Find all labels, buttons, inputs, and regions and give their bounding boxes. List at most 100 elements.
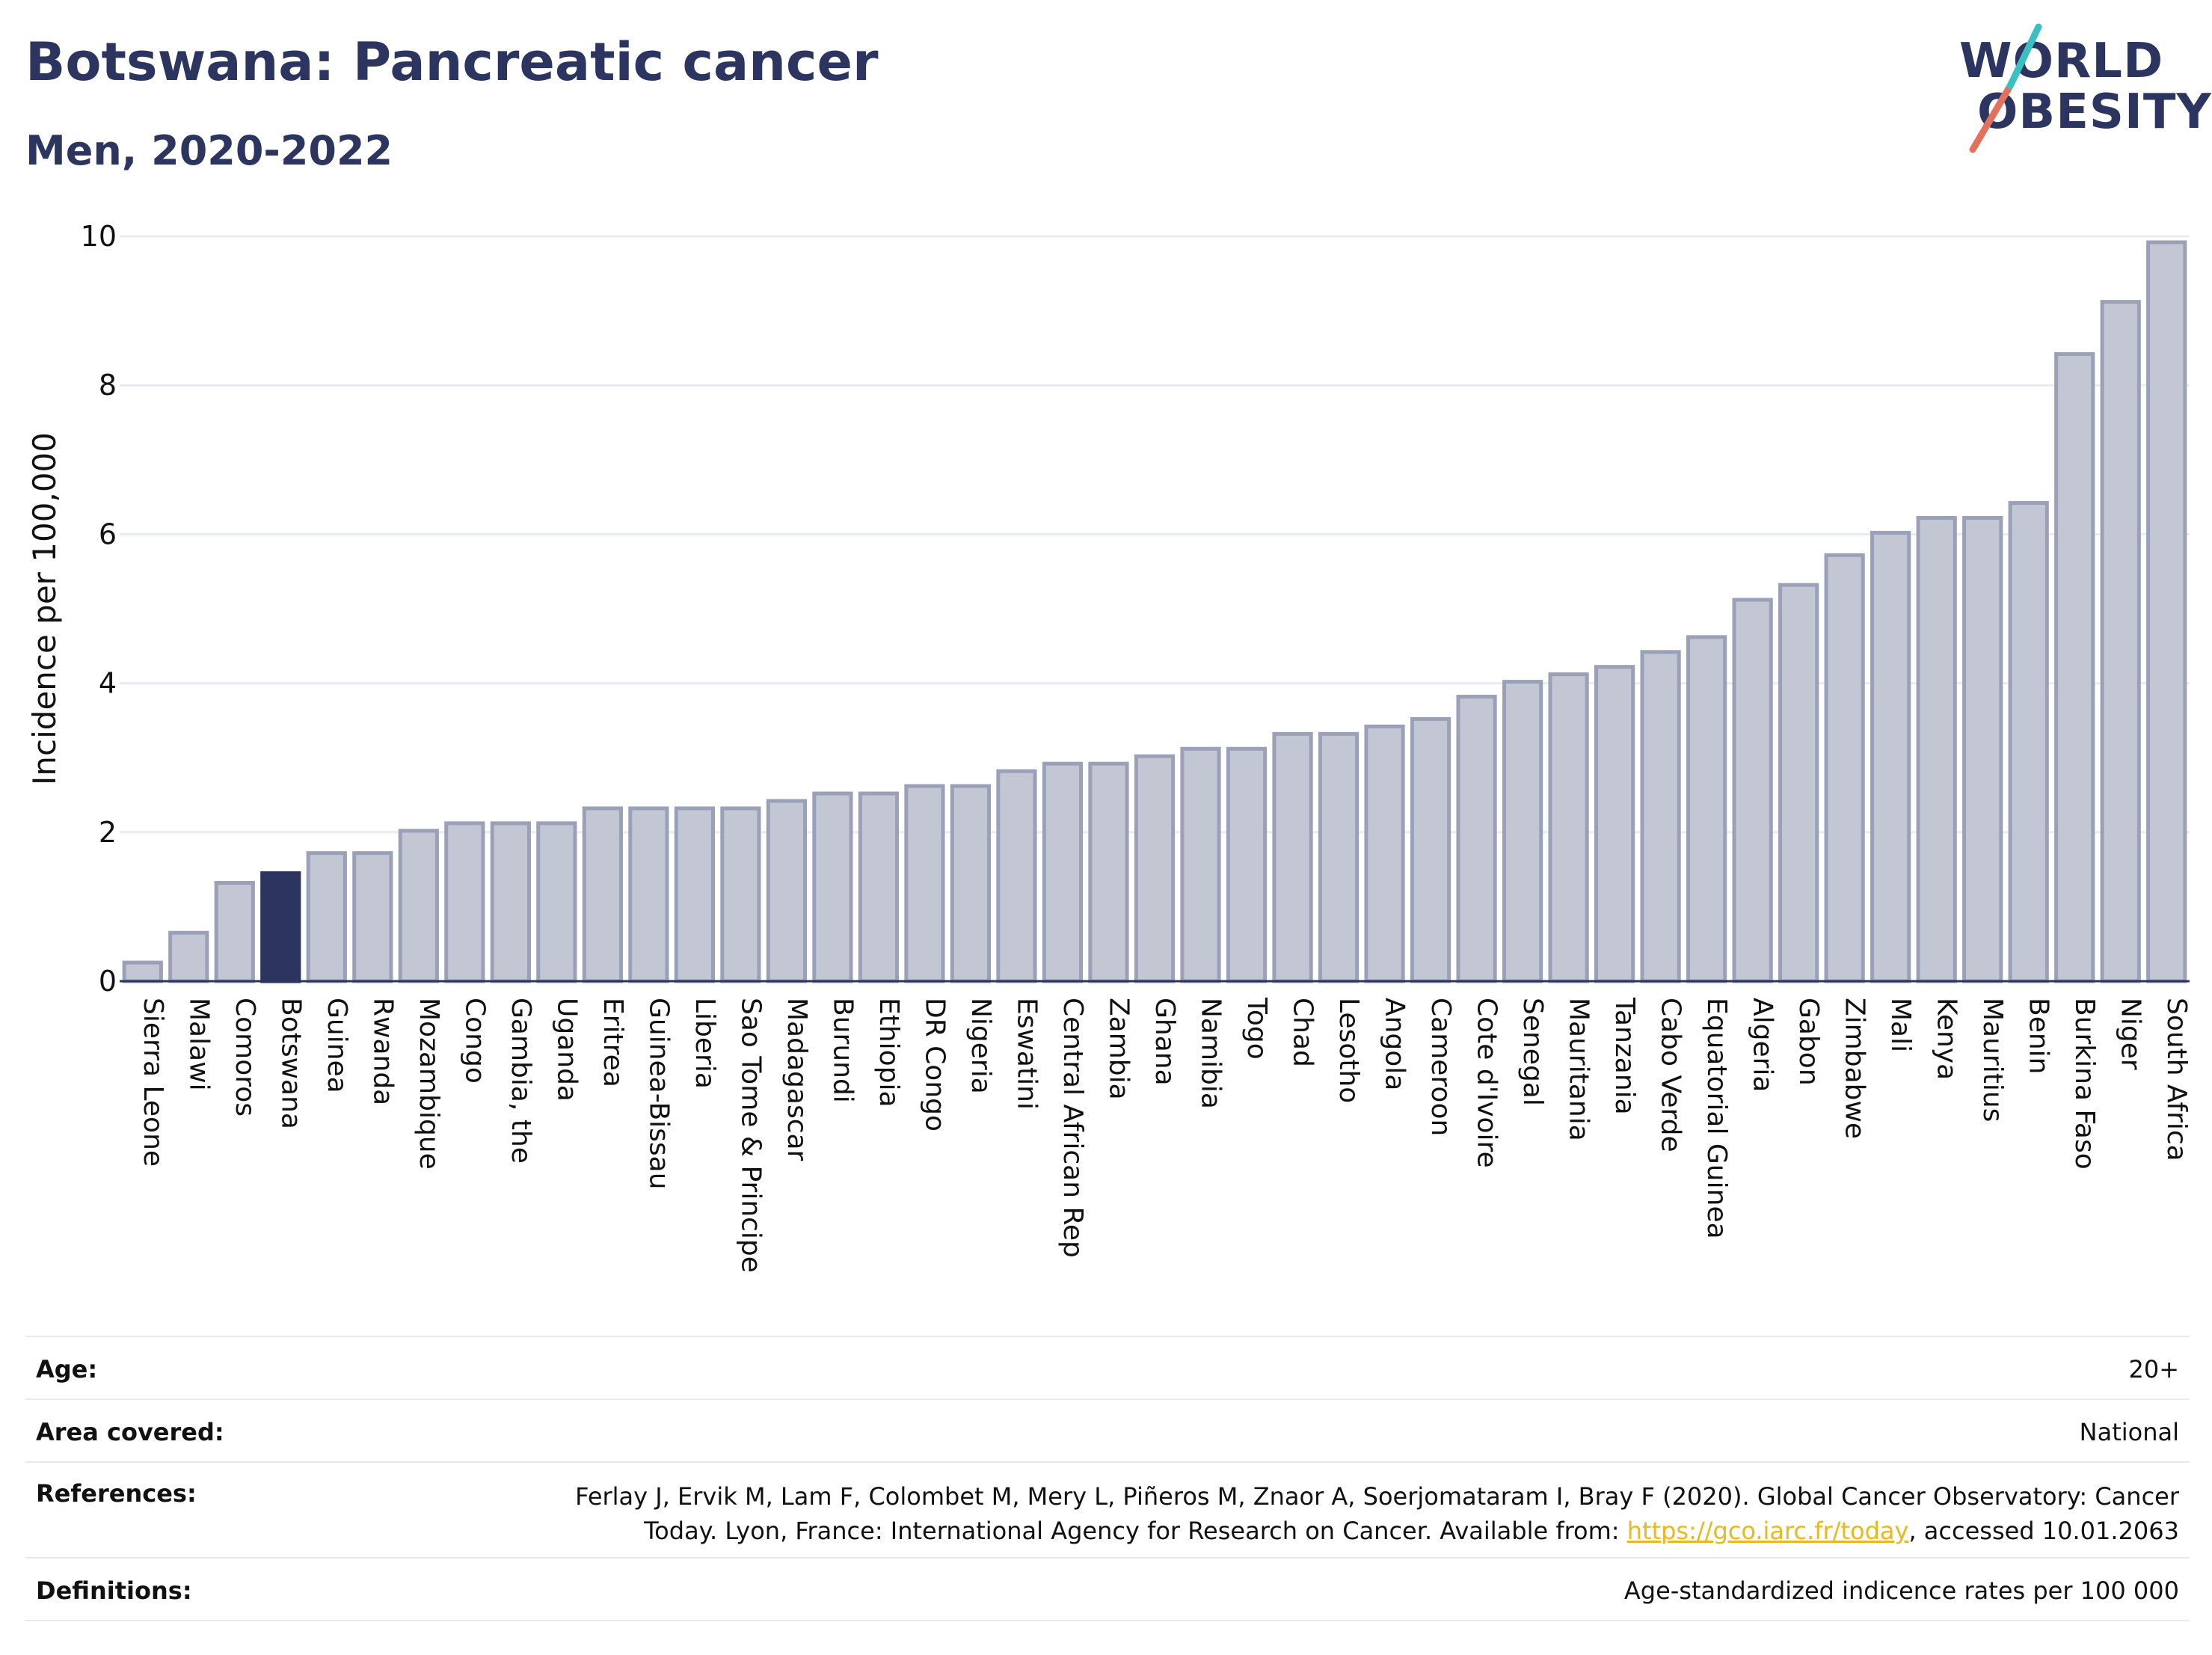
- age-value: 20+: [2128, 1355, 2179, 1384]
- x-tick-label: Cabo Verde: [1656, 998, 1686, 1152]
- bar-equatorial-guinea: [1686, 635, 1727, 983]
- bar-angola: [1364, 724, 1405, 983]
- info-row-area: Area covered: National: [25, 1398, 2190, 1461]
- bar-cabo-verde: [1640, 650, 1681, 983]
- y-axis-ticks: 0 2 4 6 8 10: [81, 220, 117, 998]
- references-label: References:: [36, 1479, 197, 1508]
- bar-namibia: [1180, 746, 1221, 983]
- logo-word-world: WORLD: [1959, 34, 2164, 89]
- x-tick-label: Nigeria: [965, 998, 996, 1094]
- bar-rwanda: [352, 851, 393, 983]
- chart-subtitle: Men, 2020-2022: [25, 127, 393, 174]
- bar-sao-tome-principe: [720, 806, 761, 983]
- y-tick-label: 8: [99, 369, 117, 402]
- x-axis-ticks: Sierra Leone Malawi Comoros Botswana Guinea R…: [138, 997, 2192, 1273]
- logo-slash-icon: [1969, 23, 2042, 153]
- bar-madagascar: [766, 799, 808, 983]
- x-tick-label: Togo: [1241, 997, 1272, 1060]
- bar-uganda: [536, 821, 577, 983]
- bar-congo: [444, 821, 485, 983]
- bar-burkina-faso: [2054, 351, 2095, 983]
- x-tick-label: Malawi: [183, 998, 214, 1091]
- bar-malawi: [168, 930, 209, 983]
- x-tick-label: Burkina Faso: [2069, 998, 2100, 1170]
- x-tick-label: Zimbabwe: [1840, 998, 1870, 1139]
- x-tick-label: South Africa: [2161, 998, 2192, 1161]
- bar-senegal: [1502, 680, 1543, 983]
- references-value: Ferlay J, Ervik M, Lam F, Colombet M, Me…: [575, 1479, 2179, 1548]
- logo-word-obesity: OBESITY: [1977, 85, 2212, 140]
- bar-burundi: [812, 791, 853, 983]
- x-tick-label: DR Congo: [919, 998, 950, 1132]
- x-tick-label: Botswana: [275, 998, 306, 1129]
- bar-algeria: [1732, 598, 1773, 983]
- x-tick-label: Chad: [1288, 998, 1318, 1067]
- world-obesity-logo: WORLD OBESITY: [1944, 22, 2211, 157]
- bar-benin: [2008, 501, 2049, 983]
- x-tick-label: Sao Tome & Principe: [735, 998, 766, 1273]
- x-tick-label: Gabon: [1793, 998, 1824, 1086]
- x-tick-label: Rwanda: [367, 998, 398, 1105]
- x-tick-label: Angola: [1380, 998, 1410, 1090]
- y-tick-label: 6: [99, 518, 117, 550]
- bar-chad: [1272, 731, 1313, 983]
- chart-title: Botswana: Pancreatic cancer: [25, 31, 879, 93]
- info-row-definitions: Definitions: Age-standardized indicence …: [25, 1557, 2190, 1620]
- x-tick-label: Niger: [2116, 998, 2146, 1070]
- x-tick-label: Burundi: [827, 998, 858, 1103]
- bar-kenya: [1916, 515, 1957, 983]
- x-tick-label: Central African Rep: [1057, 998, 1088, 1258]
- references-line-2-post: , accessed 10.01.2063: [1908, 1517, 2179, 1545]
- y-tick-label: 2: [99, 816, 117, 849]
- bar-mauritius: [1962, 515, 2003, 983]
- info-table-bottom-border: [25, 1620, 2190, 1621]
- x-tick-label: Guinea-Bissau: [643, 998, 674, 1190]
- references-line-2-pre: Today. Lyon, France: International Agenc…: [644, 1517, 1627, 1545]
- x-tick-label: Guinea: [322, 998, 352, 1093]
- x-tick-label: Comoros: [230, 998, 260, 1117]
- x-tick-label: Mauritius: [1977, 998, 2008, 1122]
- bar-dr-congo: [904, 784, 945, 983]
- bar-togo: [1226, 746, 1268, 983]
- bar-eswatini: [996, 769, 1037, 983]
- bar-niger: [2100, 300, 2141, 983]
- x-tick-label: Ghana: [1149, 998, 1180, 1086]
- bar-cameroon: [1410, 716, 1451, 983]
- bar-liberia: [674, 806, 715, 983]
- definitions-label: Definitions:: [36, 1576, 192, 1605]
- info-table: Age: 20+ Area covered: National Referenc…: [25, 1336, 2190, 1621]
- definitions-value: Age-standardized indicence rates per 100…: [1623, 1576, 2179, 1605]
- bar-zambia: [1088, 761, 1129, 983]
- x-tick-label: Congo: [459, 998, 490, 1084]
- x-tick-label: Cote d'Ivoire: [1472, 998, 1502, 1168]
- x-tick-label: Zambia: [1103, 998, 1134, 1100]
- bar-south-africa: [2146, 240, 2187, 983]
- x-tick-label: Namibia: [1196, 998, 1226, 1109]
- references-line-1: Ferlay J, Ervik M, Lam F, Colombet M, Me…: [575, 1482, 2179, 1511]
- x-tick-label: Gambia, the: [506, 998, 536, 1164]
- bar-guinea-bissau: [628, 806, 669, 983]
- x-tick-label: Cameroon: [1425, 998, 1456, 1136]
- y-tick-label: 4: [99, 667, 117, 700]
- bar-cote-d-ivoire: [1456, 695, 1497, 983]
- bar-guinea: [306, 851, 347, 983]
- bar-central-african-rep: [1042, 761, 1084, 983]
- bar-sierra-leone: [122, 960, 163, 983]
- bar-comoros: [214, 881, 255, 983]
- y-axis-label: Incidence per 100,000: [26, 432, 63, 785]
- bar-mozambique: [398, 829, 439, 983]
- references-link[interactable]: https://gco.iarc.fr/today: [1626, 1517, 1909, 1545]
- bar-ghana: [1134, 754, 1176, 983]
- x-tick-label: Eritrea: [597, 998, 628, 1087]
- bar-mauritania: [1548, 672, 1589, 983]
- x-tick-label: Eswatini: [1011, 998, 1042, 1110]
- bar-ethiopia: [858, 791, 900, 983]
- bar-mali: [1870, 530, 1911, 983]
- x-tick-label: Tanzania: [1609, 997, 1640, 1115]
- x-tick-label: Algeria: [1748, 998, 1778, 1093]
- bar-eritrea: [582, 806, 623, 983]
- bar-gabon: [1778, 583, 1819, 983]
- x-tick-label: Uganda: [551, 998, 582, 1102]
- x-tick-label: Liberia: [689, 998, 720, 1089]
- y-tick-label: 10: [81, 220, 117, 253]
